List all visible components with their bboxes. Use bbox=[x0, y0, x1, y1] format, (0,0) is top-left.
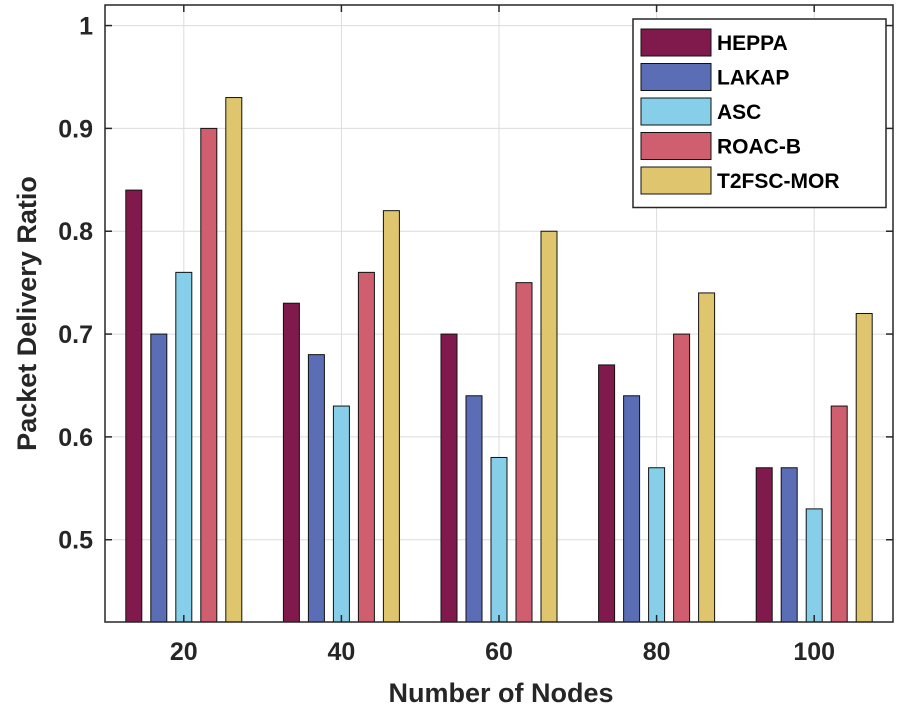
y-tick-label: 0.8 bbox=[58, 218, 93, 246]
y-tick-label: 1 bbox=[79, 13, 93, 41]
bar-asc-20 bbox=[175, 271, 193, 623]
legend-swatch-heppa bbox=[640, 28, 712, 57]
bar-t2fsc-mor-60 bbox=[540, 230, 558, 623]
bar-asc-60 bbox=[490, 456, 508, 623]
y-tick-label: 0.6 bbox=[58, 424, 93, 452]
bar-heppa-60 bbox=[440, 333, 458, 623]
bar-t2fsc-mor-20 bbox=[225, 97, 243, 623]
bar-lakap-60 bbox=[465, 395, 483, 623]
bar-lakap-100 bbox=[780, 467, 798, 623]
legend-label-asc: ASC bbox=[717, 101, 761, 124]
bar-asc-40 bbox=[332, 405, 350, 623]
x-tick-label: 40 bbox=[327, 638, 355, 666]
bar-roac-b-40 bbox=[357, 271, 375, 623]
legend-swatch-roac-b bbox=[640, 132, 712, 160]
x-tick-label: 80 bbox=[643, 638, 671, 666]
y-tick-label: 0.7 bbox=[58, 321, 93, 349]
bar-roac-b-80 bbox=[673, 333, 691, 623]
y-axis-ticks: 0.5 0.6 0.7 0.8 0.9 1 bbox=[58, 13, 893, 555]
x-tick-label: 100 bbox=[793, 638, 835, 666]
bar-heppa-40 bbox=[282, 302, 300, 623]
bar-roac-b-60 bbox=[515, 282, 533, 623]
bar-asc-80 bbox=[648, 467, 666, 623]
legend-label-roac-b: ROAC-B bbox=[717, 136, 801, 159]
legend-swatch-asc bbox=[640, 97, 712, 126]
bar-roac-b-100 bbox=[830, 405, 848, 623]
legend-label-lakap: LAKAP bbox=[717, 67, 789, 90]
x-tick-label: 60 bbox=[485, 638, 513, 666]
bar-heppa-80 bbox=[598, 364, 616, 623]
legend-label-t2fsc-mor: T2FSC-MOR bbox=[717, 170, 840, 193]
bar-lakap-80 bbox=[623, 395, 641, 623]
bar-asc-100 bbox=[805, 508, 823, 623]
bar-t2fsc-mor-80 bbox=[698, 292, 716, 623]
bar-t2fsc-mor-40 bbox=[382, 210, 400, 623]
x-tick-label: 20 bbox=[170, 638, 198, 666]
y-tick-label: 0.9 bbox=[58, 115, 93, 143]
legend-swatch-lakap bbox=[640, 63, 712, 91]
bar-t2fsc-mor-100 bbox=[855, 313, 873, 623]
bar-roac-b-20 bbox=[200, 127, 218, 623]
bar-heppa-20 bbox=[125, 189, 143, 623]
legend: HEPPA LAKAP ASC ROAC-B T2FSC-MOR bbox=[632, 18, 887, 209]
y-tick-label: 0.5 bbox=[58, 527, 93, 555]
legend-swatch-t2fsc-mor bbox=[640, 166, 712, 195]
bar-lakap-20 bbox=[150, 333, 168, 623]
bar-heppa-100 bbox=[755, 467, 773, 623]
x-axis-ticks: 20 40 60 80 100 bbox=[170, 5, 835, 666]
y-axis-label: Packet Delivery Ratio bbox=[12, 176, 42, 451]
legend-label-heppa: HEPPA bbox=[717, 32, 788, 55]
bar-lakap-40 bbox=[307, 354, 325, 623]
x-axis-label: Number of Nodes bbox=[388, 678, 613, 708]
